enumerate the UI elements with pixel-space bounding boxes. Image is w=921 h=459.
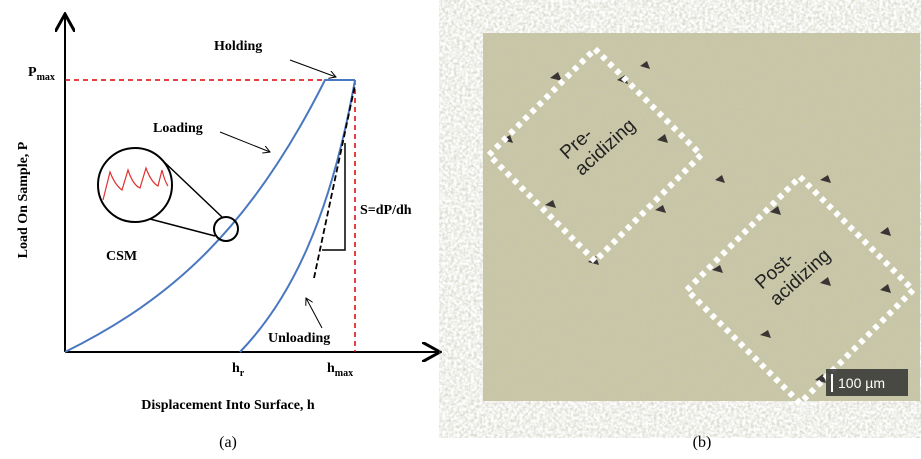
scale-bar-label: 100 µm	[838, 375, 885, 391]
figure: Pmax Holding Loading CSM S=dP/dh Unloadi…	[0, 0, 921, 459]
unloading-label: Unloading	[268, 331, 330, 346]
unloading-curve	[240, 80, 355, 352]
tangent	[314, 85, 355, 278]
hr-label: hr	[232, 361, 245, 379]
caption: (a)	[219, 434, 237, 451]
loading-curve	[65, 80, 355, 352]
holding-arrow	[290, 60, 336, 77]
y-axis-label: Load On Sample, P	[16, 141, 31, 258]
zoom-line	[150, 219, 215, 236]
loading-arrow	[220, 132, 270, 152]
csm-spot	[214, 217, 238, 241]
caption: (b)	[693, 434, 712, 451]
unloading-arrow	[306, 298, 322, 328]
hmax-label: hmax	[327, 361, 353, 379]
slope-triangle	[322, 143, 345, 250]
stiffness-label: S=dP/dh	[360, 203, 412, 218]
csm-label: CSM	[106, 249, 137, 264]
holding-label: Holding	[214, 39, 262, 54]
x-axis-label: Displacement Into Surface, h	[141, 398, 315, 413]
loading-label: Loading	[153, 121, 203, 136]
panel-b: Pre-acidizing Post-acidizing 100 µm (b)	[483, 33, 920, 451]
panel-a: Pmax Holding Loading CSM S=dP/dh Unloadi…	[16, 16, 438, 451]
pmax-label: Pmax	[28, 65, 55, 83]
